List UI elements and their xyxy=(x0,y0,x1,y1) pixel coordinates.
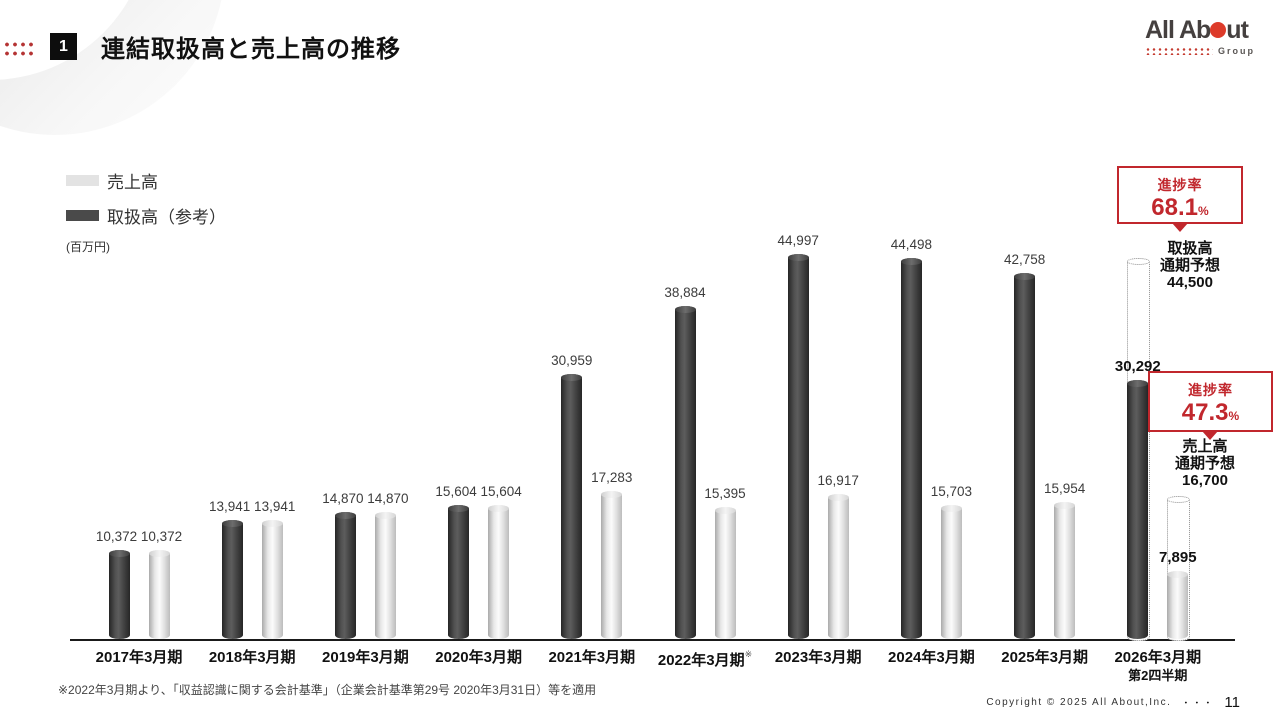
sales-bar-2021年3月期 xyxy=(601,491,623,639)
sales-value-label-2021年3月期: 17,283 xyxy=(591,470,633,485)
sales-bar-2022年3月期 xyxy=(714,507,736,639)
volume-bar-2023年3月期 xyxy=(787,254,809,639)
footer-dots: ・・・ xyxy=(1181,698,1215,708)
volume-forecast-label: 取扱高 通期予想 44,500 xyxy=(1159,240,1220,291)
value-label-2019年3月期: 14,870 14,870 xyxy=(322,491,409,506)
sales-value-label-2022年3月期: 15,395 xyxy=(704,486,746,501)
slide-number-badge: 1 xyxy=(50,33,77,60)
volume-bar-2021年3月期 xyxy=(561,374,583,639)
volume-bar-2024年3月期 xyxy=(900,258,922,639)
header: 1 連結取扱高と売上高の推移 xyxy=(50,29,401,64)
legend-volume-label: 取扱高（参考） xyxy=(107,208,226,227)
category-sublabel: 第2四半期 xyxy=(1128,667,1188,683)
category-label-2022年3月期: 2022年3月期※ xyxy=(657,649,753,669)
sales-forecast-label: 売上高 通期予想 16,700 xyxy=(1174,438,1235,489)
sales-value-label-2025年3月期: 15,954 xyxy=(1043,481,1086,496)
volume-value-label-2022年3月期: 38,884 xyxy=(664,285,706,300)
logo-red-circle-icon xyxy=(1210,22,1227,38)
chart-legend: 売上高 取扱高（参考） (百万円) xyxy=(66,168,226,255)
sales-bar-2023年3月期 xyxy=(827,494,849,639)
legend-sales-label: 売上高 xyxy=(107,173,158,192)
sales-bar-2025年3月期 xyxy=(1054,502,1076,639)
volume-value-label-2021年3月期: 30,959 xyxy=(551,353,593,368)
sales-bar-2024年3月期 xyxy=(940,505,962,639)
volume-value-label-2026年3月期: 30,292 xyxy=(1114,358,1161,375)
logo-group-label: Group xyxy=(1218,46,1255,56)
sales-bar-2017年3月期 xyxy=(148,550,170,639)
volume-bar-2019年3月期 xyxy=(334,512,356,639)
volume-value-label-2025年3月期: 42,758 xyxy=(1003,252,1046,267)
logo-dots-icon xyxy=(1145,47,1213,55)
footnote: ※2022年3月期より、「収益認識に関する会計基準」（企業会計基準第29号 20… xyxy=(58,683,597,697)
category-label-2017年3月期: 2017年3月期 xyxy=(95,649,183,666)
sales-bar-2020年3月期 xyxy=(488,505,510,639)
unit-label: (百万円) xyxy=(66,240,110,254)
category-label-2021年3月期: 2021年3月期 xyxy=(548,649,636,666)
category-label-2026年3月期: 2026年3月期 第2四半期 xyxy=(1114,649,1202,683)
arrow-down-icon xyxy=(1172,223,1188,232)
category-label-2023年3月期: 2023年3月期 xyxy=(774,649,862,666)
volume-value-label-2023年3月期: 44,997 xyxy=(777,233,819,248)
volume-bar-2017年3月期 xyxy=(108,550,130,639)
volume-value-label-2024年3月期: 44,498 xyxy=(890,237,933,252)
volume-bar-2025年3月期 xyxy=(1014,273,1036,639)
sales-bar-2019年3月期 xyxy=(374,512,396,639)
arrow-down-icon xyxy=(1202,431,1218,440)
volume-bar-2022年3月期 xyxy=(674,306,696,639)
category-label-2018年3月期: 2018年3月期 xyxy=(208,649,296,666)
value-label-2018年3月期: 13,941 13,941 xyxy=(209,499,296,514)
category-label-2024年3月期: 2024年3月期 xyxy=(888,649,975,666)
progress-box-volume: 進捗率 68.1% xyxy=(1117,166,1243,224)
x-axis-line xyxy=(70,639,1235,641)
legend-item-sales: 売上高 xyxy=(66,168,226,193)
red-dots-decoration xyxy=(2,39,34,57)
progress-box-sales: 進捗率 47.3% xyxy=(1148,371,1273,432)
category-label-2025年3月期: 2025年3月期 xyxy=(1001,649,1088,666)
volume-swatch-icon xyxy=(66,210,99,221)
sales-value-label-2026年3月期: 7,895 xyxy=(1159,549,1197,566)
company-logo: All Ab ut Group xyxy=(1145,18,1255,56)
logo-subline: Group xyxy=(1145,46,1255,56)
legend-item-volume: 取扱高（参考） xyxy=(66,203,226,228)
category-label-2019年3月期: 2019年3月期 xyxy=(322,649,409,666)
sales-bar-2026年3月期 xyxy=(1167,571,1189,639)
sales-value-label-2023年3月期: 16,917 xyxy=(817,473,859,488)
volume-bar-2020年3月期 xyxy=(448,505,470,639)
category-label-2020年3月期: 2020年3月期 xyxy=(435,649,522,666)
sales-swatch-icon xyxy=(66,175,99,186)
copyright: Copyright © 2025 All About,Inc. xyxy=(986,697,1172,708)
logo-wordmark: All Ab ut xyxy=(1145,16,1249,44)
page-number: 11 xyxy=(1224,694,1240,711)
sales-value-label-2024年3月期: 15,703 xyxy=(930,484,973,499)
volume-bar-2018年3月期 xyxy=(221,520,243,639)
footnote-marker: ※ xyxy=(744,649,753,659)
value-label-2017年3月期: 10,372 10,372 xyxy=(95,529,183,544)
volume-bar-2026年3月期 xyxy=(1127,380,1149,639)
value-label-2020年3月期: 15,604 15,604 xyxy=(435,484,522,499)
footer: Copyright © 2025 All About,Inc. ・・・ 11 xyxy=(986,694,1240,711)
page-title: 連結取扱高と売上高の推移 xyxy=(101,36,401,63)
sales-bar-2018年3月期 xyxy=(261,520,283,639)
